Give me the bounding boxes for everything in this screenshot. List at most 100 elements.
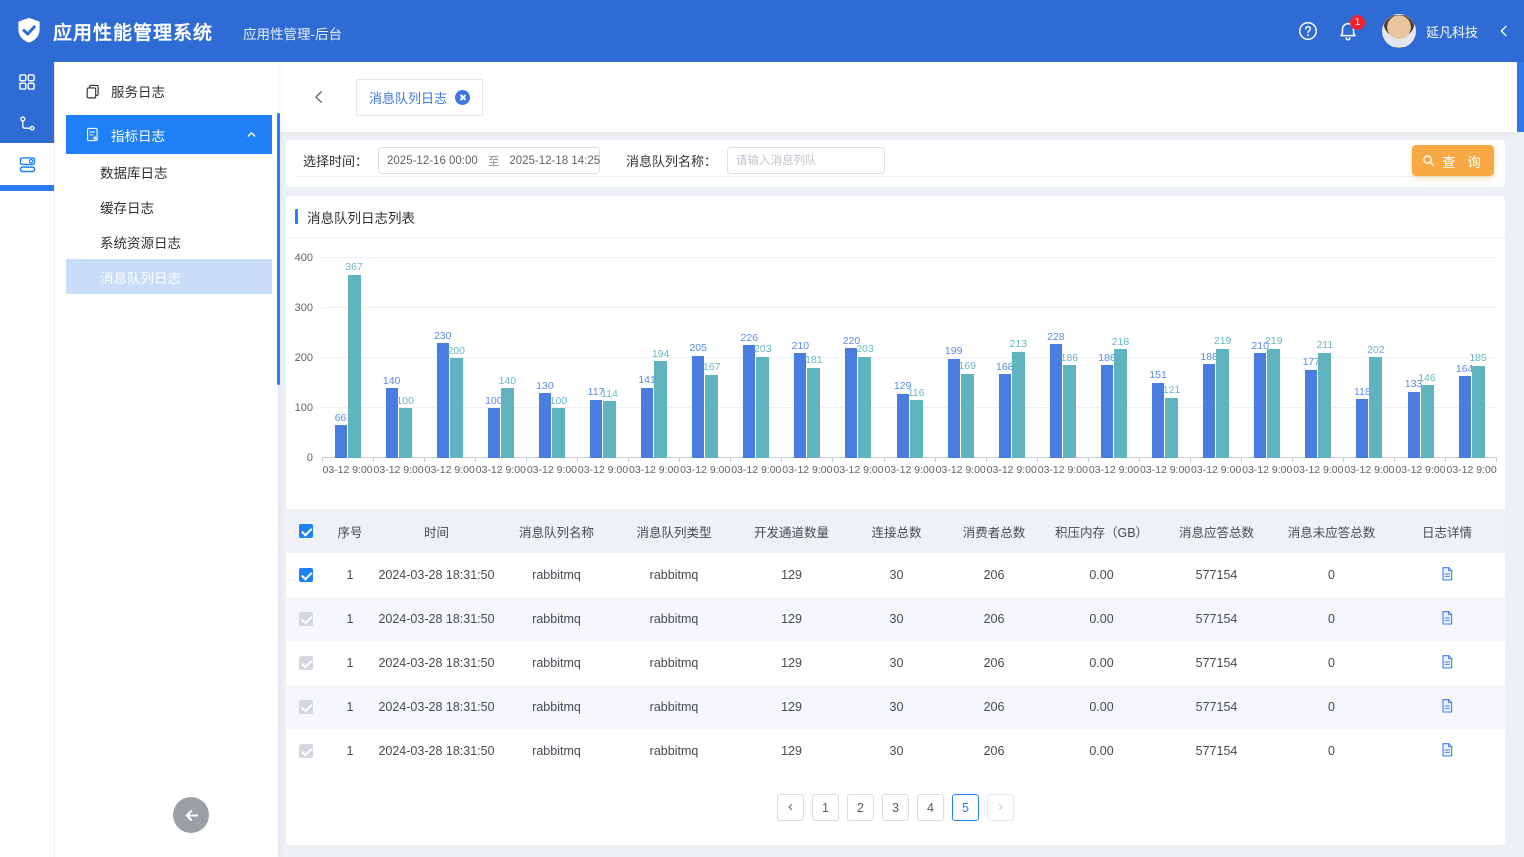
chart-bar-group: 188 219 (1191, 258, 1242, 458)
pagination-page-1[interactable]: 1 (812, 794, 839, 821)
bar-value-label: 167 (702, 361, 721, 373)
bar-blue: 177 (1303, 357, 1320, 458)
chart-bar-group: 140 100 (373, 258, 424, 458)
pagination-page-5[interactable]: 5 (952, 794, 979, 821)
bar-value-label: 194 (651, 347, 670, 360)
cell-consumers: 206 (983, 700, 1005, 714)
axis-tick (885, 458, 936, 462)
bar-blue: 118 (1354, 386, 1371, 458)
date-range-picker[interactable]: 2025-12-16 00:00 至 2025-12-18 14:25 (378, 147, 600, 174)
chart-bar-group: 186 218 (1088, 258, 1139, 458)
collapse-back-button[interactable] (173, 797, 209, 833)
bar-value-label: 220 (842, 334, 861, 347)
bar-value-label: 169 (958, 360, 976, 372)
axis-tick (936, 458, 987, 462)
axis-tick (1293, 458, 1344, 462)
tab-label: 消息队列日志 (369, 90, 448, 106)
log-detail-icon[interactable] (1439, 610, 1455, 626)
top-header: 应用性能管理系统 应用性管理-后台 1 延凡科技 (0, 0, 1524, 62)
cell-queue-name: rabbitmq (532, 744, 581, 758)
select-all-checkbox[interactable] (299, 524, 313, 539)
search-button[interactable]: 查 询 (1412, 145, 1494, 176)
cell-seq: 1 (346, 700, 354, 714)
sidebar-item-system-resource-log[interactable]: 系统资源日志 (55, 224, 278, 259)
x-axis-tick-label: 03-12 9:00 (782, 464, 833, 476)
notifications-button[interactable]: 1 (1328, 11, 1368, 51)
sidebar-item-database-log[interactable]: 数据库日志 (55, 154, 278, 189)
x-axis-tick-label: 03-12 9:00 (577, 464, 629, 476)
avatar[interactable] (1381, 14, 1416, 48)
bar-teal: 114 (601, 388, 618, 458)
bar-blue: 210 (1251, 340, 1269, 458)
metrics-monitor-icon[interactable] (15, 152, 39, 176)
row-checkbox[interactable] (299, 568, 313, 583)
pagination-page-3[interactable]: 3 (882, 794, 909, 821)
sidebar-item-message-queue-log[interactable]: 消息队列日志 (66, 259, 272, 294)
pagination-prev-button[interactable]: ‹ (777, 794, 804, 821)
log-detail-icon[interactable] (1439, 566, 1455, 582)
row-checkbox[interactable] (299, 612, 313, 627)
cell-consumers: 206 (983, 744, 1005, 758)
cell-channels: 129 (781, 744, 802, 758)
bar-teal: 185 (1469, 353, 1487, 458)
queue-name-input[interactable] (727, 147, 886, 174)
x-axis-tick-label: 03-12 9:00 (1395, 464, 1446, 476)
app-title: 应用性能管理系统 (53, 22, 214, 44)
cell-channels: 129 (781, 612, 802, 626)
pagination-page-4[interactable]: 4 (917, 794, 944, 821)
bar-value-label: 151 (1149, 369, 1167, 381)
bar-value-label: 186 (1060, 351, 1079, 364)
bar-value-label: 218 (1111, 335, 1130, 348)
page-scrollbar-thumb[interactable] (1517, 62, 1524, 132)
log-detail-icon[interactable] (1439, 654, 1455, 670)
cell-channels: 129 (781, 568, 802, 582)
pagination-next-button[interactable]: › (987, 794, 1014, 821)
log-detail-icon[interactable] (1439, 698, 1455, 714)
pagination-page-2[interactable]: 2 (847, 794, 874, 821)
table-header-row: 序号 时间 消息队列名称 消息队列类型 开发通道数量 连接总数 消费者总数 积压内存（GB） 消… (286, 509, 1505, 553)
collapse-chevron-icon[interactable] (1496, 23, 1512, 39)
chart-bar-group: 130 100 (526, 258, 577, 458)
date-start-value: 2025-12-16 00:00 (387, 154, 478, 167)
menu-scrollbar-thumb[interactable] (277, 113, 280, 385)
sidebar-item-label: 系统资源日志 (100, 235, 181, 251)
dashboard-grid-icon[interactable] (15, 70, 39, 94)
axis-tick (1446, 458, 1498, 462)
x-axis-ticks (322, 458, 1498, 462)
row-checkbox[interactable] (299, 744, 313, 759)
cell-channels: 129 (781, 656, 802, 670)
bar-teal: 200 (447, 345, 465, 458)
table-row: 1 2024-03-28 18:31:50 rabbitmq rabbitmq … (286, 553, 1505, 597)
sidebar-menu: 服务日志 指标日志 数据库日志 缓存日志 系统资源日志 消息队列日志 (55, 62, 280, 857)
bar-value-label: 186 (1098, 351, 1116, 364)
tab-close-icon[interactable] (455, 89, 471, 105)
queue-name-label: 消息队列名称： (626, 154, 718, 169)
bar-teal: 140 (499, 375, 516, 458)
topology-icon[interactable] (15, 112, 39, 136)
row-checkbox[interactable] (299, 656, 313, 671)
bar-value-label: 185 (1469, 352, 1487, 364)
sidebar-item-cache-log[interactable]: 缓存日志 (55, 189, 278, 224)
x-axis-tick-label: 03-12 9:00 (986, 464, 1037, 476)
bar-teal: 211 (1316, 340, 1333, 458)
tabs-back-button[interactable] (308, 86, 330, 108)
axis-tick (987, 458, 1038, 462)
chart-bar-group: 230 200 (424, 258, 475, 458)
sidebar-item-service-log[interactable]: 服务日志 (55, 70, 278, 112)
bar-blue: 210 (792, 340, 809, 458)
log-detail-icon[interactable] (1439, 742, 1455, 758)
log-table: 序号 时间 消息队列名称 消息队列类型 开发通道数量 连接总数 消费者总数 积压内存（GB） 消… (286, 509, 1505, 773)
bar-value-label: 177 (1302, 356, 1321, 368)
shield-check-icon (18, 17, 40, 43)
app-subtitle: 应用性管理-后台 (243, 26, 343, 42)
row-checkbox[interactable] (299, 700, 313, 715)
column-header: 消息应答总数 (1178, 525, 1254, 540)
help-button[interactable] (1288, 11, 1328, 51)
tab-message-queue-log[interactable]: 消息队列日志 (356, 78, 484, 116)
bar-value-label: 100 (549, 394, 568, 407)
sidebar-item-metric-log[interactable]: 指标日志 (66, 115, 272, 154)
cell-time: 2024-03-28 18:31:50 (378, 656, 495, 670)
bar-value-label: 226 (740, 331, 759, 344)
axis-tick (425, 458, 477, 462)
bar-value-label: 164 (1455, 362, 1474, 375)
